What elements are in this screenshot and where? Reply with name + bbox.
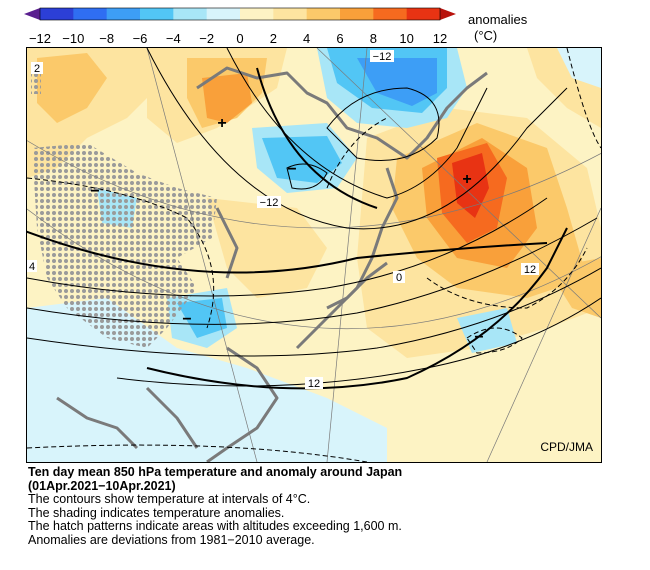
high-altitude-hatch-small xyxy=(31,64,41,94)
colorbar-max-arrow xyxy=(440,8,456,20)
temperature-contours xyxy=(27,48,601,462)
negative-anomaly-marker: − xyxy=(182,311,191,328)
colorbar-tick-label: 10 xyxy=(399,31,413,46)
high-altitude-hatch xyxy=(32,143,217,348)
colorbar-swatch xyxy=(240,8,274,20)
colorbar-tick-label: −10 xyxy=(62,31,84,46)
negative-anomaly-marker: − xyxy=(474,329,483,346)
colorbar-tick-label: 12 xyxy=(433,31,447,46)
colorbar-swatch xyxy=(306,8,341,20)
map-canvas: −12 −12 0 12 12 4 2 + + − − − − xyxy=(27,48,601,462)
warm-anomaly-shading xyxy=(27,48,601,358)
coastlines xyxy=(56,66,488,462)
colorbar-tick-label: −8 xyxy=(99,31,114,46)
colorbar-swatch xyxy=(273,8,308,20)
graticule xyxy=(27,48,601,462)
colorbar-swatch xyxy=(40,8,74,20)
colorbar-swatch xyxy=(140,8,174,20)
colorbar-tick-label: −12 xyxy=(29,31,51,46)
colorbar-min-arrow xyxy=(24,8,40,20)
positive-anomaly-marker: + xyxy=(217,115,226,132)
credit-label: CPD/JMA xyxy=(540,440,593,454)
colorbar-swatch xyxy=(340,8,374,20)
colorbar-swatch xyxy=(106,8,141,20)
colorbar-swatch xyxy=(206,8,241,20)
positive-anomaly-marker: + xyxy=(462,171,471,188)
contour-label: −12 xyxy=(373,51,392,63)
colorbar-swatch xyxy=(406,8,441,20)
colorbar-tick-label: 8 xyxy=(370,31,377,46)
colorbar-legend-unit: (°C) xyxy=(474,28,497,43)
colorbar-tick-label: 0 xyxy=(236,31,243,46)
contour-label: 0 xyxy=(396,272,402,284)
colorbar-tick-label: −2 xyxy=(199,31,214,46)
contour-label: 12 xyxy=(308,378,320,390)
colorbar-legend-title: anomalies xyxy=(468,12,528,27)
anomaly-map: −12 −12 0 12 12 4 2 + + − − − − CPD/JMA xyxy=(26,47,602,463)
caption-line: The shading indicates temperature anomal… xyxy=(28,505,285,520)
caption-period: (01Apr.2021−10Apr.2021) xyxy=(28,478,176,493)
caption-line: The hatch patterns indicate areas with a… xyxy=(28,519,402,533)
colorbar-tick-label: 2 xyxy=(270,31,277,46)
anomaly-colorbar: −12 −10 −8 −6 −4 −2 0 2 4 6 8 10 12 anomalies (°C) xyxy=(24,7,528,46)
caption-line: Anomalies are deviations from 1981−2010 … xyxy=(28,532,315,547)
caption-line: The contours show temperature at interva… xyxy=(28,492,311,506)
colorbar-tick-label: −6 xyxy=(133,31,148,46)
colorbar-tick-label: 4 xyxy=(303,31,310,46)
colorbar-tick-label: −4 xyxy=(166,31,181,46)
contour-label: 12 xyxy=(524,264,536,276)
caption: Ten day mean 850 hPa temperature and ano… xyxy=(28,465,628,547)
negative-anomaly-marker: − xyxy=(287,161,296,178)
contour-label: 4 xyxy=(29,261,35,273)
colorbar-swatch xyxy=(73,8,108,20)
contour-label: −12 xyxy=(260,197,279,209)
colorbar-swatch xyxy=(373,8,408,20)
caption-title: Ten day mean 850 hPa temperature and ano… xyxy=(28,465,403,479)
colorbar-tick-label: 6 xyxy=(336,31,343,46)
negative-anomaly-marker: − xyxy=(90,183,99,200)
colorbar-swatch xyxy=(173,8,208,20)
contour-label: 2 xyxy=(34,63,40,75)
